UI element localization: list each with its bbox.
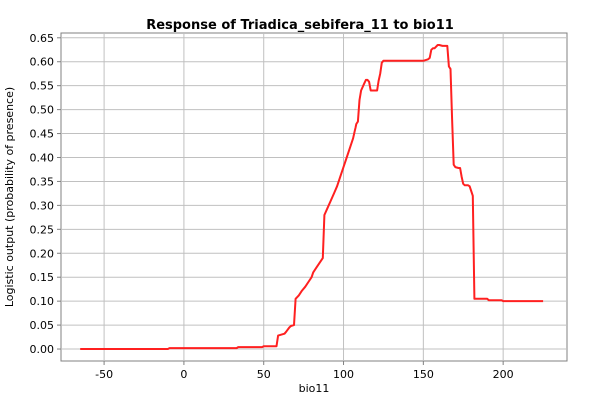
y-tick-label: 0.25 xyxy=(30,223,55,236)
y-tick-label: 0.50 xyxy=(30,104,55,117)
grid-lines xyxy=(61,33,567,361)
y-tick-label: 0.40 xyxy=(30,151,55,164)
y-tick-label: 0.65 xyxy=(30,32,55,45)
y-tick-label: 0.45 xyxy=(30,128,55,141)
x-axis-label: bio11 xyxy=(299,382,330,395)
y-tick-label: 0.05 xyxy=(30,319,55,332)
series-line xyxy=(80,44,544,350)
y-axis-label: Logistic output (probability of presence… xyxy=(3,87,16,307)
x-tick-label: 200 xyxy=(493,368,514,381)
x-tick-label: 50 xyxy=(257,368,271,381)
y-tick-label: 0.35 xyxy=(30,175,55,188)
y-tick-label: 0.60 xyxy=(30,56,55,69)
x-tick-label: -50 xyxy=(95,368,113,381)
y-tick-label: 0.00 xyxy=(30,343,55,356)
x-tick-label: 150 xyxy=(413,368,434,381)
axis-ticks: 0.00 0.05 0.10 0.15 0.20 0.25 0.30 0.35 0.40 0.45… xyxy=(30,32,514,381)
y-tick-label: 0.10 xyxy=(30,295,55,308)
x-tick-label: 100 xyxy=(333,368,354,381)
y-tick-label: 0.55 xyxy=(30,80,55,93)
chart-title: Response of Triadica_sebifera_11 to bio1… xyxy=(146,18,454,33)
plot-area xyxy=(60,32,568,362)
y-tick-label: 0.15 xyxy=(30,271,55,284)
y-tick-label: 0.30 xyxy=(30,199,55,212)
y-tick-label: 0.20 xyxy=(30,247,55,260)
x-tick-label: 0 xyxy=(180,368,187,381)
